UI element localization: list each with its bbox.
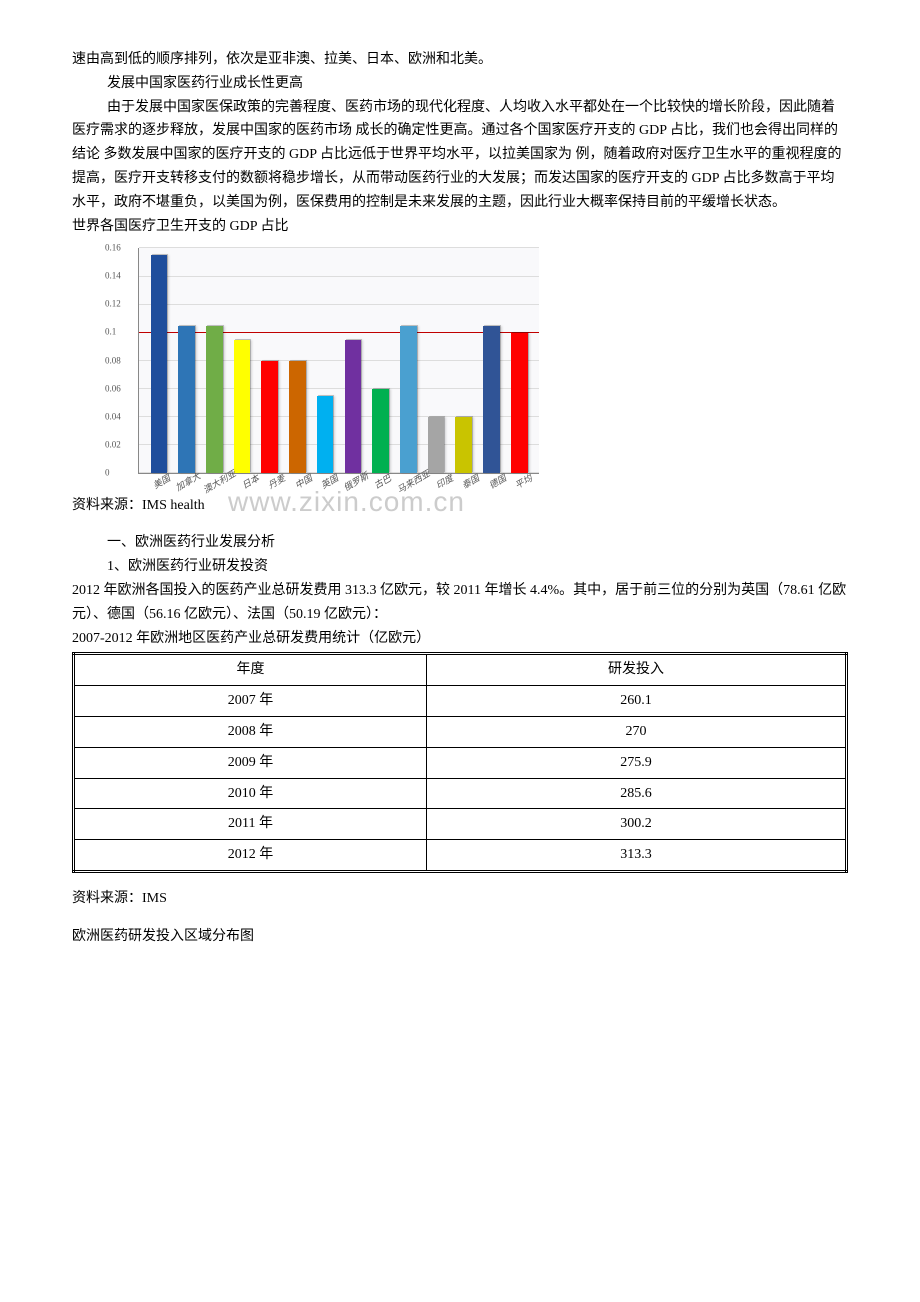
table-row: 2011 年300.2 xyxy=(74,809,847,840)
chart-bar xyxy=(289,361,306,474)
footer-title: 欧洲医药研发投入区域分布图 xyxy=(72,925,848,949)
chart-bar-slot xyxy=(367,248,395,473)
chart-y-tick: 0 xyxy=(105,466,110,481)
chart-bar xyxy=(511,333,528,474)
chart-y-tick: 0.08 xyxy=(105,353,121,368)
section2-heading-2: 1、欧洲医药行业研发投资 xyxy=(72,555,848,579)
gdp-bar-chart: 00.020.040.060.080.10.120.140.16 xyxy=(138,248,539,474)
section1-title: 发展中国家医药行业成长性更高 xyxy=(72,72,848,96)
table-cell: 2010 年 xyxy=(74,778,427,809)
section1-body: 由于发展中国家医保政策的完善程度、医药市场的现代化程度、人均收入水平都处在一个比… xyxy=(72,96,848,215)
chart1-container: 00.020.040.060.080.10.120.140.16 美国加拿大澳大… xyxy=(108,248,848,489)
table-row: 2007 年260.1 xyxy=(74,686,847,717)
chart-bar-slot xyxy=(200,248,228,473)
chart-bar-slot xyxy=(394,248,422,473)
table-row: 2008 年270 xyxy=(74,717,847,748)
table-cell: 270 xyxy=(427,717,847,748)
chart-bar xyxy=(400,326,417,474)
chart-bar-slot xyxy=(478,248,506,473)
chart-y-tick: 0.14 xyxy=(105,269,121,284)
table-cell: 2012 年 xyxy=(74,840,427,872)
table-header-cell: 研发投入 xyxy=(427,654,847,686)
chart-bar xyxy=(428,417,445,473)
chart-bar-slot xyxy=(145,248,173,473)
table-row: 2009 年275.9 xyxy=(74,747,847,778)
table-header-cell: 年度 xyxy=(74,654,427,686)
table-cell: 2011 年 xyxy=(74,809,427,840)
table-cell: 2007 年 xyxy=(74,686,427,717)
chart-bar-slot xyxy=(422,248,450,473)
chart-y-tick: 0.12 xyxy=(105,297,121,312)
chart-bar-slot xyxy=(256,248,284,473)
table-cell: 260.1 xyxy=(427,686,847,717)
chart1-x-axis: 美国加拿大澳大利亚日本丹麦中国英国俄罗斯古巴马来西亚印度泰国德国平均 xyxy=(138,474,538,489)
table-cell: 300.2 xyxy=(427,809,847,840)
table-row: 2012 年313.3 xyxy=(74,840,847,872)
chart-bar xyxy=(261,361,278,474)
chart-y-tick: 0.16 xyxy=(105,241,121,256)
chart-bar xyxy=(234,340,251,474)
table-cell: 313.3 xyxy=(427,840,847,872)
chart-bar-slot xyxy=(173,248,201,473)
chart-bar-slot xyxy=(339,248,367,473)
rd-spending-table: 年度研发投入2007 年260.12008 年2702009 年275.9201… xyxy=(72,652,848,873)
chart-bar-slot xyxy=(505,248,533,473)
table1-title: 2007-2012 年欧洲地区医药产业总研发费用统计（亿欧元） xyxy=(72,627,848,651)
table-cell: 275.9 xyxy=(427,747,847,778)
chart-bars xyxy=(139,248,539,473)
chart-y-tick: 0.02 xyxy=(105,438,121,453)
chart-y-tick: 0.04 xyxy=(105,409,121,424)
chart-bar xyxy=(345,340,362,474)
chart-bar xyxy=(151,255,168,473)
chart-bar xyxy=(178,326,195,474)
chart1-source: 资料来源：IMS health xyxy=(72,494,848,518)
chart-bar xyxy=(206,326,223,474)
section2-heading-1: 一、欧洲医药行业发展分析 xyxy=(72,531,848,555)
table-cell: 2008 年 xyxy=(74,717,427,748)
chart-bar xyxy=(372,389,389,473)
chart1-title: 世界各国医疗卫生开支的 GDP 占比 xyxy=(72,215,848,239)
table1-source: 资料来源：IMS xyxy=(72,887,848,911)
chart-bar-slot xyxy=(228,248,256,473)
chart-bar xyxy=(317,396,334,473)
chart-bar-slot xyxy=(450,248,478,473)
table-row: 2010 年285.6 xyxy=(74,778,847,809)
table-cell: 2009 年 xyxy=(74,747,427,778)
chart-bar-slot xyxy=(284,248,312,473)
chart-y-tick: 0.1 xyxy=(105,325,116,340)
chart-bar xyxy=(483,326,500,474)
chart-y-tick: 0.06 xyxy=(105,381,121,396)
chart-bar xyxy=(455,417,472,473)
section2-paragraph: 2012 年欧洲各国投入的医药产业总研发费用 313.3 亿欧元，较 2011 … xyxy=(72,579,848,627)
chart-bar-slot xyxy=(311,248,339,473)
intro-line: 速由高到低的顺序排列，依次是亚非澳、拉美、日本、欧洲和北美。 xyxy=(72,48,848,72)
table-cell: 285.6 xyxy=(427,778,847,809)
